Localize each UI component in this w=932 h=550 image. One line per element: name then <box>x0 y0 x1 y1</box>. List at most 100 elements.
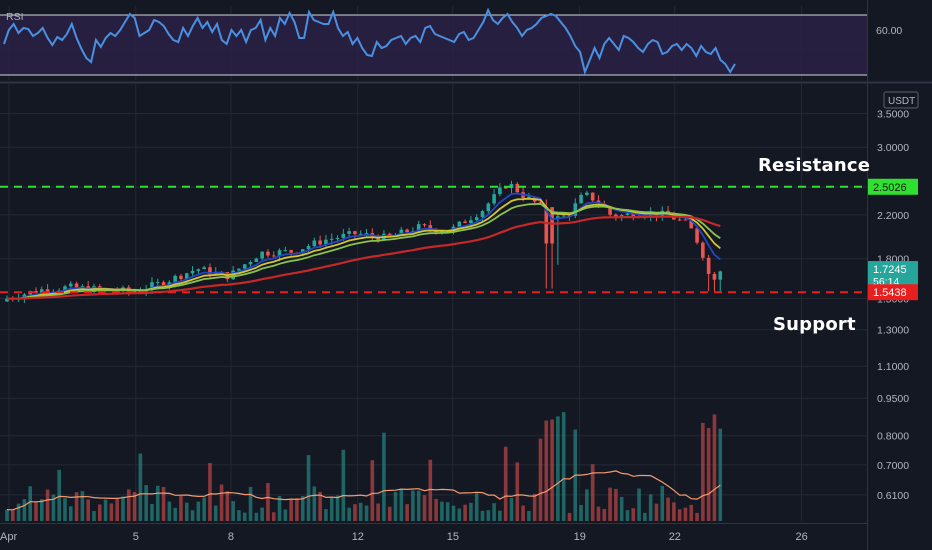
candle <box>718 270 723 292</box>
candle-body <box>358 233 363 235</box>
candle-body <box>469 220 473 224</box>
candle <box>260 251 264 261</box>
candle-body <box>312 240 317 247</box>
volume-bar <box>474 492 479 521</box>
ema-long-line <box>7 215 721 300</box>
candle <box>271 251 276 259</box>
volume-bar <box>68 506 73 521</box>
candle <box>74 281 79 289</box>
volume-bar <box>469 502 473 521</box>
candle-body <box>68 283 73 287</box>
candle-body <box>463 221 467 224</box>
candle <box>573 198 578 219</box>
volume-bar <box>387 506 392 521</box>
candle-body <box>579 194 583 204</box>
support-price-box <box>868 284 918 301</box>
volume-bar <box>434 498 438 521</box>
candle-body <box>341 233 346 238</box>
support-annotation: Support <box>773 314 856 335</box>
candle-body <box>155 282 160 284</box>
support-price-label: 1.5438 <box>873 287 907 299</box>
volume-bar <box>324 509 328 521</box>
volume-bar <box>289 498 293 521</box>
volume-bar <box>358 502 363 521</box>
price-tick-label: 0.8000 <box>877 431 909 443</box>
volume-bar <box>643 512 647 521</box>
candle-body <box>677 219 682 221</box>
time-tick-label: Apr <box>0 531 17 543</box>
volume-bar <box>521 505 525 521</box>
volume-bar <box>277 496 282 521</box>
rsi-line <box>3 7 736 76</box>
candle-body <box>474 217 479 221</box>
rsi-label: RSI <box>6 11 24 23</box>
volume-bar <box>28 486 32 521</box>
volume-bar <box>10 509 15 521</box>
candle-body <box>335 237 340 239</box>
candle <box>492 189 496 206</box>
candle-body <box>39 289 44 293</box>
last-price-label: 1.7245 <box>873 264 907 276</box>
candle <box>324 234 328 249</box>
candle <box>150 277 154 295</box>
candle-body <box>347 231 351 234</box>
volume-bar <box>260 507 264 521</box>
candle <box>515 182 520 194</box>
time-tick-label: 5 <box>133 531 139 543</box>
candle-body <box>590 192 595 201</box>
volume-bar <box>457 508 462 521</box>
volume-bar <box>695 512 699 521</box>
candle <box>312 237 317 249</box>
candle-body <box>353 231 357 235</box>
volume-bar <box>382 432 386 521</box>
volume-bar <box>614 488 618 521</box>
candle-body <box>196 269 201 271</box>
volume-bar <box>585 489 589 521</box>
candle-body <box>498 187 502 195</box>
volume-bar <box>701 422 705 521</box>
volume-bar <box>411 490 415 521</box>
volume-bar <box>648 494 653 521</box>
ema-slow-line <box>7 202 721 300</box>
currency-badge-box <box>883 91 919 109</box>
candle-body <box>63 286 67 291</box>
candle <box>556 213 560 265</box>
volume-bar <box>370 460 375 521</box>
candle-body <box>457 221 462 227</box>
volume-bar <box>347 507 351 521</box>
volume-bar <box>596 506 601 521</box>
rsi-band <box>0 15 867 75</box>
volume-bar <box>208 462 212 521</box>
candle-body <box>132 291 137 293</box>
candle-body <box>184 273 189 280</box>
candle-body <box>440 231 444 233</box>
volume-bar <box>86 499 90 521</box>
candle-body <box>190 270 195 274</box>
price-tick-label: 0.9500 <box>877 393 909 405</box>
candle-body <box>399 229 404 235</box>
candle-body <box>283 250 288 252</box>
volume-bar <box>532 493 537 521</box>
candle-body <box>538 201 543 203</box>
volume-bar <box>712 414 717 521</box>
volume-bar <box>654 503 659 521</box>
candle-body <box>718 271 723 280</box>
candle <box>266 249 270 258</box>
volume-bar <box>486 510 491 521</box>
volume-bar <box>57 469 61 521</box>
candle <box>474 214 479 222</box>
candle-body <box>515 183 520 193</box>
volume-bar <box>213 505 218 521</box>
candle-body <box>179 275 183 280</box>
volume-bar <box>509 497 514 521</box>
candle-body <box>503 187 508 189</box>
candle-body <box>387 233 392 236</box>
volume-bar <box>283 509 288 521</box>
candle-body <box>74 283 79 288</box>
candle-body <box>631 213 636 218</box>
volume-bar <box>550 419 554 521</box>
time-tick-label: 22 <box>669 531 681 543</box>
volume-bar <box>608 487 612 521</box>
candle-body <box>567 215 572 217</box>
